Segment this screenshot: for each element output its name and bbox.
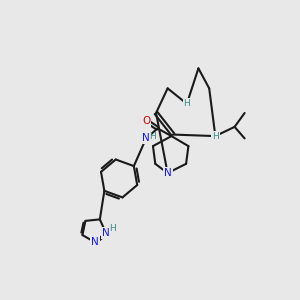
Text: H: H [212, 132, 219, 141]
Text: N: N [102, 228, 110, 238]
Text: H: H [150, 132, 156, 141]
Text: H: H [109, 224, 116, 233]
Text: H: H [184, 99, 190, 108]
Text: N: N [91, 237, 99, 247]
Text: N: N [142, 134, 150, 143]
Text: N: N [164, 168, 172, 178]
Text: O: O [142, 116, 150, 126]
